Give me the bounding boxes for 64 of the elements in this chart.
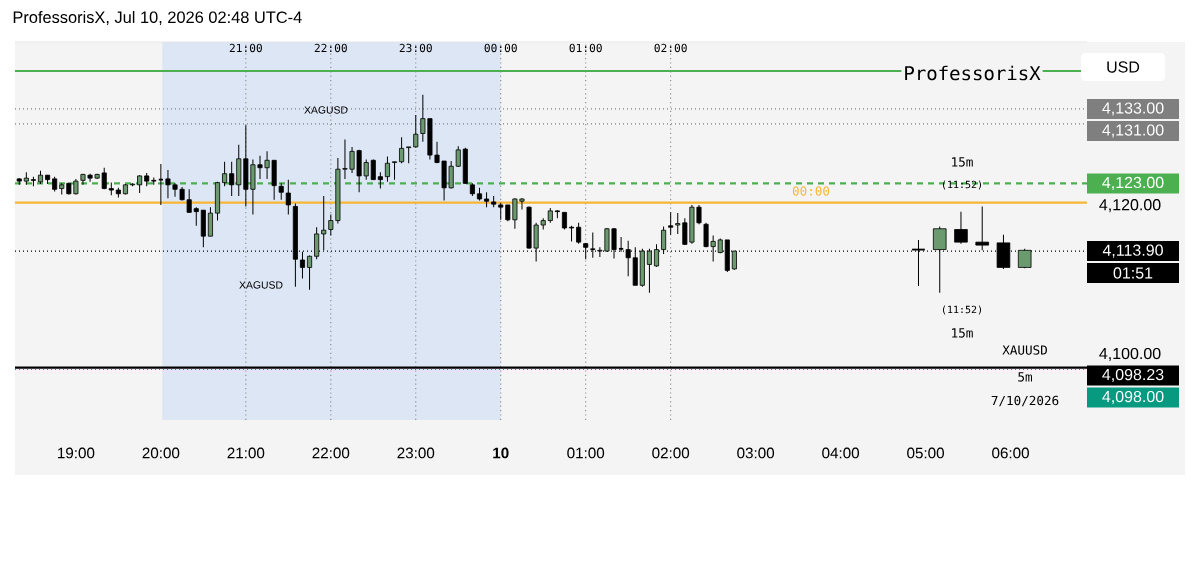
annotation: XAGUSD [239, 281, 283, 289]
x-tick-label: 10 [493, 447, 509, 459]
ref-line-label: 4,113.90 [1102, 244, 1163, 258]
annotation: 00:00 [792, 186, 830, 196]
annotation: XAUUSD [1002, 345, 1047, 355]
candlestick [157, 163, 164, 206]
ref-line-label: 4,123.00 [1102, 176, 1164, 190]
x-tick-label: 04:00 [822, 447, 860, 459]
candlestick [576, 222, 582, 245]
x-tick-label: 22:00 [312, 447, 350, 459]
candlestick [321, 195, 327, 251]
candlestick [618, 236, 625, 253]
candlestick [207, 206, 213, 237]
candlestick [661, 226, 667, 255]
x-tick-label: 01:00 [567, 447, 605, 459]
x-tick-label: 21:00 [227, 447, 265, 459]
candlestick [646, 248, 652, 294]
annotation: (11:52) [943, 305, 982, 315]
x-tick-label: 05:00 [907, 447, 944, 459]
x-tick-label: 20:00 [142, 447, 180, 459]
ref-line-label: 4,131.00 [1102, 124, 1164, 138]
candlestick [590, 231, 596, 259]
annotation: 15m [952, 157, 973, 167]
text: USD [1107, 61, 1140, 73]
candlestick [314, 226, 320, 260]
candlestick [392, 161, 398, 181]
x-tick-label: 02:00 [652, 447, 690, 459]
ref-line-label: 4,133.00 [1102, 102, 1164, 116]
chart-title: ProfessorisX, Jul 10, 2026 02:48 UTC-4 [13, 10, 302, 25]
candlestick [406, 146, 412, 164]
candlestick [399, 136, 405, 164]
y-tick-label: 4,100.00 [1099, 347, 1161, 362]
candlestick [668, 211, 674, 236]
text: 01:51 [1113, 267, 1153, 279]
x-tick-label: 06:00 [992, 447, 1029, 459]
candlestick [932, 226, 947, 294]
x2-tick-label: 01:00 [569, 43, 602, 53]
candlestick [975, 205, 989, 251]
y-tick-label: 4,120.00 [1099, 199, 1161, 213]
ref-line-label: 4,098.00 [1102, 390, 1164, 405]
x-tick-label: 23:00 [397, 447, 435, 459]
annotation: 15m [952, 328, 973, 338]
candlestick [954, 211, 968, 245]
annotation: 5m [1018, 372, 1032, 382]
ref-line-label: 4,098.23 [1102, 368, 1164, 383]
x2-tick-label: 21:00 [229, 43, 262, 53]
x-tick-label: 03:00 [737, 447, 775, 459]
annotation: ProfessorisX [905, 65, 1041, 81]
x2-tick-label: 23:00 [399, 43, 432, 53]
candlestick [653, 243, 660, 268]
candlestick [307, 255, 313, 291]
candlestick [285, 179, 291, 216]
x2-tick-label: 00:00 [484, 43, 517, 53]
candlestick [299, 251, 305, 280]
x2-tick-label: 02:00 [654, 43, 687, 53]
annotation: (11:52) [943, 180, 982, 190]
annotation: 7/10/2026 [991, 395, 1059, 407]
candlestick [413, 114, 419, 149]
x2-tick-label: 22:00 [314, 43, 347, 53]
candlestick [222, 161, 228, 187]
candlestick [229, 161, 235, 197]
x-tick-label: 19:00 [58, 447, 95, 459]
candlestick [384, 156, 390, 183]
annotation: XAGUSD [304, 106, 348, 114]
